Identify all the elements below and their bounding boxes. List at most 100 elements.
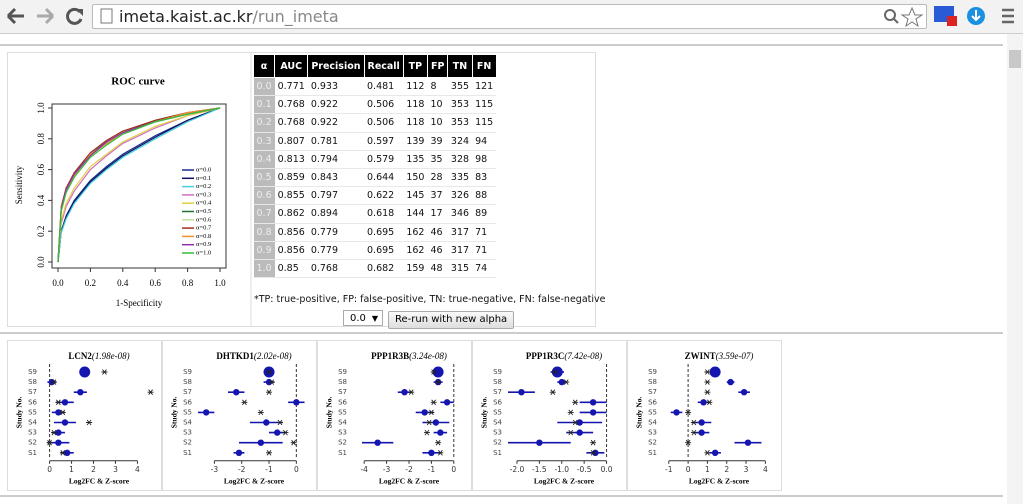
bookmark-star[interactable] [900,6,924,28]
study-label: S3 [338,429,347,437]
y-tick-label: 1.0 [36,102,46,114]
study-label: S7 [493,388,502,396]
z-score-star [690,419,697,426]
back-button[interactable] [6,7,24,25]
z-score-star [55,399,62,406]
study-label: S8 [648,378,657,386]
forest-panel [7,340,162,491]
z-score-star [59,450,66,456]
z-score-star [706,399,713,406]
table-cell: 0.768 [307,259,364,279]
study-label: S7 [338,388,347,396]
z-score-star [241,399,248,406]
estimate-point [518,389,525,396]
table-cell: 162 [403,241,428,260]
table-cell: 10 [427,113,448,133]
table-cell: 0.1 [253,95,275,115]
table-cell: 346 [447,204,473,224]
table-cell: 35 [427,150,448,169]
table-cell: 0.2 [253,113,275,133]
address-bar[interactable]: imeta.kaist.ac.kr/run_imeta [92,4,927,29]
estimate-point [592,449,599,456]
roc-line [57,107,221,263]
study-label: S5 [183,408,192,416]
forward-button[interactable] [37,7,55,25]
estimate-point [443,399,451,406]
x-tick-label: 0.4 [117,278,129,288]
y-tick-label: 0.4 [36,194,46,206]
estimate-point [263,366,275,378]
table-row: 0.7 0.862 0.894 0.618 144 17 346 89 [253,204,497,224]
x-axis-label: 1-Specificity [116,298,163,308]
column-header: AUC [274,54,309,78]
zoom-icon[interactable] [884,9,896,21]
table-cell: 8 [427,77,448,97]
table-cell: 0.85 [274,259,308,279]
table-row: 0.0 0.771 0.933 0.481 112 8 355 121 [253,77,497,97]
estimate-point [77,389,84,396]
z-score-star [685,439,692,446]
y-tick-label: 0.6 [36,163,46,175]
gene-name: ZWINT [685,351,716,361]
x-axis-label: Log2FC & Z-score [224,477,285,486]
zoom-handle [893,18,899,24]
roc-line [57,107,221,263]
forest-title: ZWINT(3.59e-07) [685,351,754,361]
table-cell: 317 [447,241,473,260]
table-cell: 89 [472,204,497,224]
z-score-star [704,389,711,395]
table-cell: 135 [403,150,428,169]
z-score-star [685,409,692,416]
reload-button[interactable] [66,7,83,25]
table-row: 0.2 0.768 0.922 0.506 118 10 353 115 [253,113,497,133]
table-row: 0.3 0.807 0.781 0.597 139 39 324 94 [253,132,497,151]
table-cell: 94 [472,132,497,151]
z-score-star [147,389,154,395]
table-cell: 162 [403,223,428,242]
z-score-star [46,439,53,446]
study-label: S7 [183,388,192,396]
table-cell: 0.807 [274,132,308,151]
legend-label: α=0.5 [196,208,211,215]
plot-frame [51,103,227,269]
x-tick-label: 3 [113,465,118,474]
legend-label: α=1.0 [196,249,211,256]
z-score-star [435,379,442,385]
x-tick-label: -2.0 [510,465,525,474]
z-score-star [276,419,283,426]
gene-name: DHTKD1 [216,351,254,361]
table-cell: 0.794 [307,150,364,169]
z-score-star [430,399,437,406]
estimate-point [673,409,680,416]
x-tick-label: -3 [383,465,391,474]
y-tick-label: 0.8 [36,133,46,145]
x-tick-label: -4 [360,465,368,474]
scrollbar-thumb[interactable] [1009,50,1021,68]
alpha-select[interactable]: 0.0 ▼ [343,310,383,326]
x-tick-label: 1 [69,465,74,474]
table-cell: 37 [427,186,448,206]
url-path: /run_imeta [252,7,339,26]
table-cell: 88 [472,186,497,206]
menu-icon[interactable] [1002,8,1014,24]
study-label: S4 [28,419,37,427]
z-score-star [567,429,574,436]
study-label: S5 [338,408,347,416]
estimate-point [576,419,583,426]
z-score-star [50,429,57,436]
z-score-star [704,369,711,375]
forest-panel [317,340,472,491]
metrics-table: α AUC Precision Recall TP FP TN FN 0.0 0.771 0.933… [252,54,497,279]
x-axis-label: Log2FC & Z-score [689,477,750,486]
estimate-point [698,429,705,436]
x-tick-label: 0 [294,465,299,474]
study-label: S5 [493,408,502,416]
y-axis-label: Study No. [170,396,179,428]
study-label: S8 [28,378,37,386]
x-tick-label: 0.6 [150,278,162,288]
table-cell: 353 [447,113,473,133]
x-tick-label: -2 [238,465,246,474]
rerun-button[interactable]: Re-run with new alpha [388,311,515,329]
table-cell: 0.4 [253,150,275,169]
url-text: imeta.kaist.ac.kr/run_imeta [119,5,339,28]
